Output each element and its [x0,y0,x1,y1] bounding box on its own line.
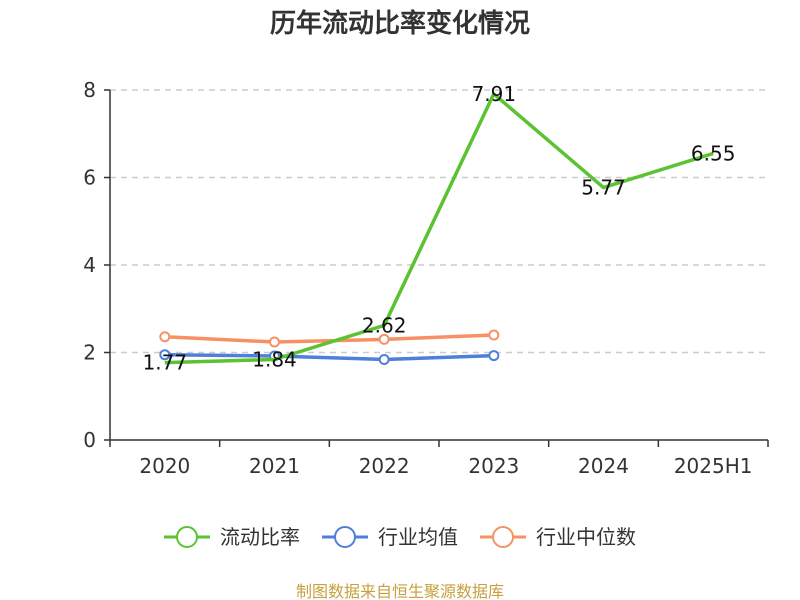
x-tick-label: 2023 [468,454,519,478]
legend-item: 行业中位数 [480,525,636,549]
grid-lines [110,89,768,354]
y-tick-label: 0 [83,428,96,452]
y-tick-label: 4 [83,253,96,277]
legend-item: 行业均值 [322,525,458,549]
series-point [488,350,500,362]
series-layer [159,92,714,365]
legend-marker [492,526,514,548]
series-line [164,92,714,365]
data-label: 6.55 [691,141,736,165]
legend-item: 流动比率 [164,525,300,549]
legend: 流动比率 行业均值 行业中位数 [164,525,636,549]
legend-label: 流动比率 [220,525,300,549]
series-point [378,354,390,365]
data-label: 1.84 [252,348,297,372]
data-label: 5.77 [581,176,626,200]
series-point [159,331,171,343]
y-tick-label: 2 [83,341,96,365]
axes: 0 2 4 6 8 2020 2021 2022 2023 2024 2025H1 [83,78,769,478]
legend-label: 行业中位数 [536,525,636,549]
x-tick-label: 2024 [578,454,629,478]
x-tick-label: 2022 [359,454,410,478]
data-label: 7.91 [472,82,517,106]
data-label: 2.62 [362,313,407,337]
data-label: 1.77 [143,351,188,375]
series-point [378,333,390,345]
series-point [488,329,500,341]
y-tick-label: 6 [83,166,96,190]
legend-marker [334,526,356,548]
legend-label: 行业均值 [378,525,458,549]
y-tick-label: 8 [83,78,96,102]
series-point [269,336,280,348]
legend-marker [176,526,198,548]
series-point [159,349,171,361]
source-note: 制图数据来自恒生聚源数据库 [296,582,504,600]
x-tick-label: 2025H1 [674,454,753,478]
x-tick-label: 2020 [139,454,190,478]
chart-title: 历年流动比率变化情况 [270,8,530,39]
series-line [164,352,494,362]
data-labels: 1.77 1.84 2.62 7.91 5.77 6.55 [143,82,736,375]
x-tick-label: 2021 [249,454,300,478]
